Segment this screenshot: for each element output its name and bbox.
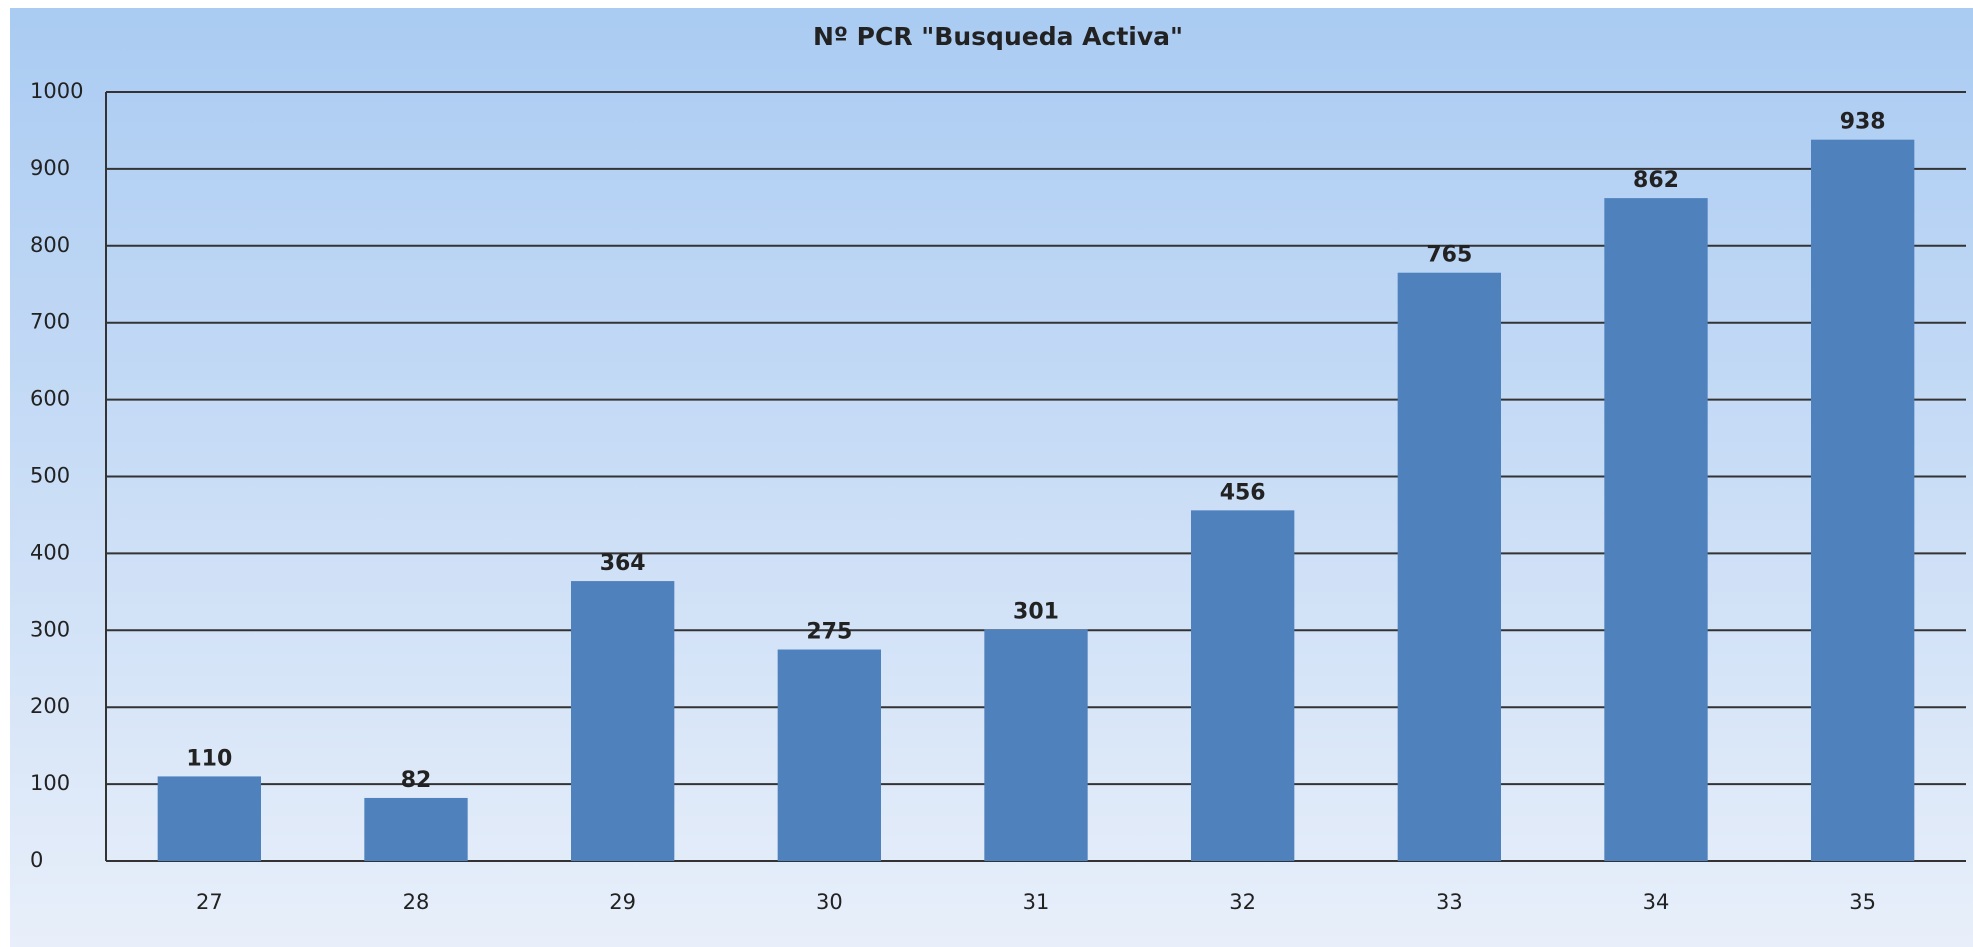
x-tick-label: 35 [1849,890,1876,914]
x-tick-label: 28 [403,890,430,914]
bar [157,776,261,861]
bar [1191,510,1295,861]
y-tick-label: 500 [30,464,70,488]
y-tick-label: 400 [30,540,70,564]
bar [1397,272,1501,862]
y-tick-label: 800 [30,233,70,257]
y-tick-label: 900 [30,156,70,180]
x-tick-label: 32 [1229,890,1256,914]
y-tick-label: 600 [30,387,70,411]
x-tick-label: 27 [196,890,223,914]
y-tick-label: 0 [30,848,43,872]
x-tick-label: 33 [1436,890,1463,914]
bar [984,629,1088,861]
bar [571,581,675,861]
data-label: 938 [1840,110,1886,135]
y-tick-label: 700 [30,310,70,334]
chart-title: Nº PCR "Busqueda Activa" [813,22,1183,51]
bar [1811,139,1915,862]
data-label: 82 [401,768,432,793]
data-label: 765 [1426,243,1472,268]
x-tick-label: 34 [1643,890,1670,914]
bar [777,649,881,861]
data-label: 275 [806,620,852,645]
y-tick-label: 200 [30,694,70,718]
y-tick-label: 100 [30,771,70,795]
data-label: 456 [1220,480,1266,505]
y-tick-label: 300 [30,617,70,641]
y-tick-label: 1000 [30,79,83,103]
bar [1604,198,1708,861]
x-tick-label: 31 [1023,890,1050,914]
data-label: 110 [186,746,232,771]
data-label: 364 [600,551,646,576]
x-tick-label: 30 [816,890,843,914]
x-tick-label: 29 [609,890,636,914]
data-label: 301 [1013,600,1059,625]
data-label: 862 [1633,168,1679,193]
bar [364,797,468,861]
